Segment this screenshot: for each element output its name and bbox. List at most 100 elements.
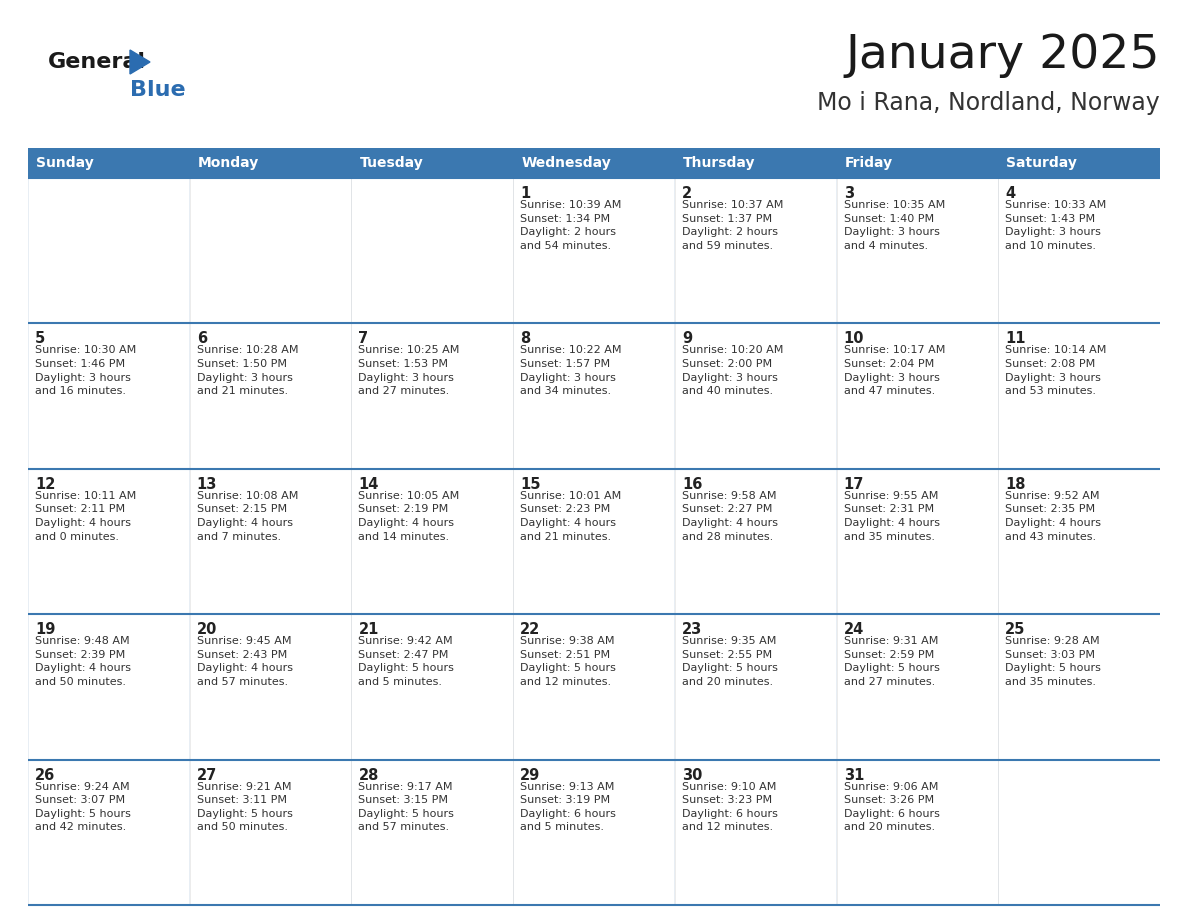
Text: 10: 10: [843, 331, 864, 346]
Bar: [513, 760, 675, 904]
Bar: [352, 324, 513, 468]
Bar: [999, 760, 1159, 904]
Text: Sunrise: 10:20 AM
Sunset: 2:00 PM
Daylight: 3 hours
and 40 minutes.: Sunrise: 10:20 AM Sunset: 2:00 PM Daylig…: [682, 345, 783, 397]
Bar: [190, 324, 350, 468]
Text: 25: 25: [1005, 622, 1025, 637]
Text: Sunrise: 9:13 AM
Sunset: 3:19 PM
Daylight: 6 hours
and 5 minutes.: Sunrise: 9:13 AM Sunset: 3:19 PM Dayligh…: [520, 781, 617, 833]
Text: Mo i Rana, Nordland, Norway: Mo i Rana, Nordland, Norway: [817, 91, 1159, 115]
Bar: [352, 760, 513, 904]
Text: 28: 28: [359, 767, 379, 783]
Text: 19: 19: [34, 622, 56, 637]
Bar: [29, 614, 1159, 759]
Bar: [29, 469, 1159, 614]
Text: Saturday: Saturday: [1006, 156, 1078, 170]
Text: 1: 1: [520, 186, 530, 201]
Text: Sunrise: 9:06 AM
Sunset: 3:26 PM
Daylight: 6 hours
and 20 minutes.: Sunrise: 9:06 AM Sunset: 3:26 PM Dayligh…: [843, 781, 940, 833]
Text: 9: 9: [682, 331, 691, 346]
Bar: [352, 615, 513, 759]
Text: 21: 21: [359, 622, 379, 637]
Bar: [838, 469, 998, 614]
Text: Sunrise: 9:21 AM
Sunset: 3:11 PM
Daylight: 5 hours
and 50 minutes.: Sunrise: 9:21 AM Sunset: 3:11 PM Dayligh…: [197, 781, 292, 833]
Text: 13: 13: [197, 476, 217, 492]
Bar: [29, 469, 189, 614]
Bar: [999, 324, 1159, 468]
Text: Sunrise: 10:35 AM
Sunset: 1:40 PM
Daylight: 3 hours
and 4 minutes.: Sunrise: 10:35 AM Sunset: 1:40 PM Daylig…: [843, 200, 944, 251]
Bar: [513, 178, 675, 323]
Text: Sunrise: 10:08 AM
Sunset: 2:15 PM
Daylight: 4 hours
and 7 minutes.: Sunrise: 10:08 AM Sunset: 2:15 PM Daylig…: [197, 491, 298, 542]
Text: 4: 4: [1005, 186, 1016, 201]
Bar: [29, 148, 1159, 178]
Bar: [352, 178, 513, 323]
Bar: [29, 324, 189, 468]
Text: Sunrise: 10:14 AM
Sunset: 2:08 PM
Daylight: 3 hours
and 53 minutes.: Sunrise: 10:14 AM Sunset: 2:08 PM Daylig…: [1005, 345, 1107, 397]
Text: Sunrise: 9:52 AM
Sunset: 2:35 PM
Daylight: 4 hours
and 43 minutes.: Sunrise: 9:52 AM Sunset: 2:35 PM Dayligh…: [1005, 491, 1101, 542]
Text: Sunrise: 10:30 AM
Sunset: 1:46 PM
Daylight: 3 hours
and 16 minutes.: Sunrise: 10:30 AM Sunset: 1:46 PM Daylig…: [34, 345, 137, 397]
Text: Sunrise: 10:28 AM
Sunset: 1:50 PM
Daylight: 3 hours
and 21 minutes.: Sunrise: 10:28 AM Sunset: 1:50 PM Daylig…: [197, 345, 298, 397]
Text: Wednesday: Wednesday: [522, 156, 611, 170]
Bar: [838, 760, 998, 904]
Text: Sunrise: 9:31 AM
Sunset: 2:59 PM
Daylight: 5 hours
and 27 minutes.: Sunrise: 9:31 AM Sunset: 2:59 PM Dayligh…: [843, 636, 940, 687]
Text: Sunrise: 9:58 AM
Sunset: 2:27 PM
Daylight: 4 hours
and 28 minutes.: Sunrise: 9:58 AM Sunset: 2:27 PM Dayligh…: [682, 491, 778, 542]
Text: Sunrise: 9:55 AM
Sunset: 2:31 PM
Daylight: 4 hours
and 35 minutes.: Sunrise: 9:55 AM Sunset: 2:31 PM Dayligh…: [843, 491, 940, 542]
Text: 20: 20: [197, 622, 217, 637]
Text: 11: 11: [1005, 331, 1025, 346]
Text: 24: 24: [843, 622, 864, 637]
Text: Thursday: Thursday: [683, 156, 756, 170]
Text: 17: 17: [843, 476, 864, 492]
Text: Sunrise: 9:45 AM
Sunset: 2:43 PM
Daylight: 4 hours
and 57 minutes.: Sunrise: 9:45 AM Sunset: 2:43 PM Dayligh…: [197, 636, 292, 687]
Bar: [838, 615, 998, 759]
Text: Monday: Monday: [197, 156, 259, 170]
Text: Sunrise: 9:38 AM
Sunset: 2:51 PM
Daylight: 5 hours
and 12 minutes.: Sunrise: 9:38 AM Sunset: 2:51 PM Dayligh…: [520, 636, 617, 687]
Text: 26: 26: [34, 767, 56, 783]
Bar: [675, 178, 836, 323]
Bar: [352, 469, 513, 614]
Text: Sunrise: 10:17 AM
Sunset: 2:04 PM
Daylight: 3 hours
and 47 minutes.: Sunrise: 10:17 AM Sunset: 2:04 PM Daylig…: [843, 345, 944, 397]
Bar: [29, 615, 189, 759]
Text: Sunrise: 9:10 AM
Sunset: 3:23 PM
Daylight: 6 hours
and 12 minutes.: Sunrise: 9:10 AM Sunset: 3:23 PM Dayligh…: [682, 781, 778, 833]
Text: 29: 29: [520, 767, 541, 783]
Text: 23: 23: [682, 622, 702, 637]
Text: 22: 22: [520, 622, 541, 637]
Bar: [838, 324, 998, 468]
Text: Sunrise: 9:42 AM
Sunset: 2:47 PM
Daylight: 5 hours
and 5 minutes.: Sunrise: 9:42 AM Sunset: 2:47 PM Dayligh…: [359, 636, 454, 687]
Bar: [999, 615, 1159, 759]
Bar: [190, 469, 350, 614]
Bar: [29, 759, 1159, 905]
Bar: [190, 615, 350, 759]
Text: Sunrise: 10:22 AM
Sunset: 1:57 PM
Daylight: 3 hours
and 34 minutes.: Sunrise: 10:22 AM Sunset: 1:57 PM Daylig…: [520, 345, 621, 397]
Bar: [675, 615, 836, 759]
Bar: [29, 178, 1159, 323]
Text: Friday: Friday: [845, 156, 892, 170]
Text: January 2025: January 2025: [846, 32, 1159, 77]
Bar: [513, 469, 675, 614]
Text: 2: 2: [682, 186, 691, 201]
Text: Sunrise: 10:39 AM
Sunset: 1:34 PM
Daylight: 2 hours
and 54 minutes.: Sunrise: 10:39 AM Sunset: 1:34 PM Daylig…: [520, 200, 621, 251]
Text: Sunrise: 10:37 AM
Sunset: 1:37 PM
Daylight: 2 hours
and 59 minutes.: Sunrise: 10:37 AM Sunset: 1:37 PM Daylig…: [682, 200, 783, 251]
Text: 15: 15: [520, 476, 541, 492]
Text: 18: 18: [1005, 476, 1025, 492]
Bar: [190, 760, 350, 904]
Text: 14: 14: [359, 476, 379, 492]
Text: 31: 31: [843, 767, 864, 783]
Bar: [838, 178, 998, 323]
Polygon shape: [129, 50, 150, 74]
Text: 30: 30: [682, 767, 702, 783]
Text: 7: 7: [359, 331, 368, 346]
Text: Sunrise: 10:01 AM
Sunset: 2:23 PM
Daylight: 4 hours
and 21 minutes.: Sunrise: 10:01 AM Sunset: 2:23 PM Daylig…: [520, 491, 621, 542]
Bar: [29, 323, 1159, 469]
Text: 6: 6: [197, 331, 207, 346]
Bar: [190, 178, 350, 323]
Text: Sunrise: 10:33 AM
Sunset: 1:43 PM
Daylight: 3 hours
and 10 minutes.: Sunrise: 10:33 AM Sunset: 1:43 PM Daylig…: [1005, 200, 1106, 251]
Text: Blue: Blue: [129, 80, 185, 100]
Text: Sunrise: 10:05 AM
Sunset: 2:19 PM
Daylight: 4 hours
and 14 minutes.: Sunrise: 10:05 AM Sunset: 2:19 PM Daylig…: [359, 491, 460, 542]
Text: 16: 16: [682, 476, 702, 492]
Bar: [513, 324, 675, 468]
Bar: [675, 324, 836, 468]
Text: General: General: [48, 52, 146, 72]
Text: Sunrise: 9:28 AM
Sunset: 3:03 PM
Daylight: 5 hours
and 35 minutes.: Sunrise: 9:28 AM Sunset: 3:03 PM Dayligh…: [1005, 636, 1101, 687]
Text: 8: 8: [520, 331, 530, 346]
Text: 5: 5: [34, 331, 45, 346]
Text: 27: 27: [197, 767, 217, 783]
Text: Sunrise: 10:11 AM
Sunset: 2:11 PM
Daylight: 4 hours
and 0 minutes.: Sunrise: 10:11 AM Sunset: 2:11 PM Daylig…: [34, 491, 137, 542]
Text: Sunrise: 9:24 AM
Sunset: 3:07 PM
Daylight: 5 hours
and 42 minutes.: Sunrise: 9:24 AM Sunset: 3:07 PM Dayligh…: [34, 781, 131, 833]
